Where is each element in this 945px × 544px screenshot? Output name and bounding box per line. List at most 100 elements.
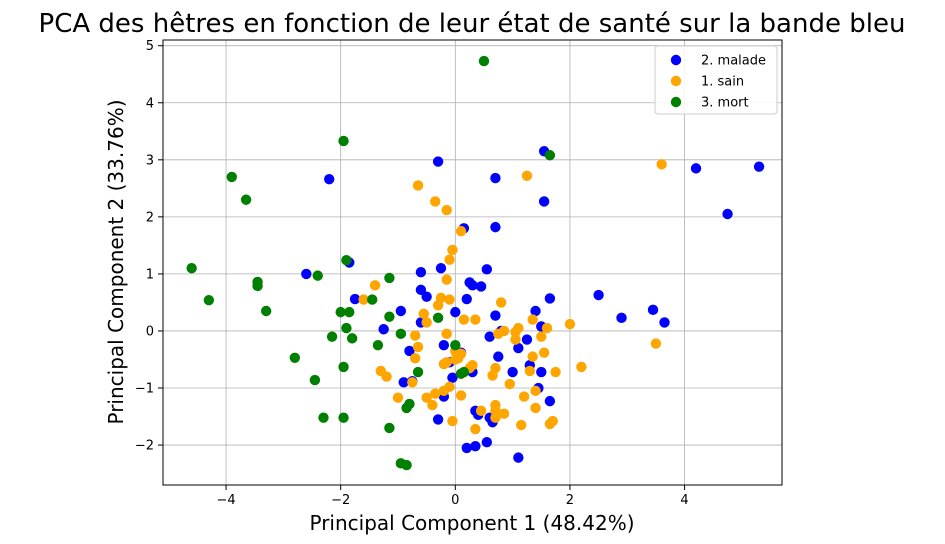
data-point-series-3 [450, 340, 461, 351]
data-point-series-3 [395, 328, 407, 340]
data-point-series-1 [513, 342, 524, 354]
data-point-series-1 [461, 442, 472, 454]
data-point-series-1 [415, 284, 427, 296]
data-point-series-2 [650, 338, 662, 349]
data-point-series-3 [478, 55, 490, 67]
data-point-series-2 [441, 274, 452, 285]
legend-marker-3 [670, 96, 682, 108]
data-point-series-2 [447, 244, 458, 256]
data-point-series-3 [318, 412, 329, 423]
y-tick-label: −1 [135, 382, 154, 397]
x-tick-label: −4 [216, 493, 235, 508]
data-point-series-3 [341, 255, 352, 266]
y-tick-label: 4 [146, 96, 154, 111]
data-point-series-2 [576, 361, 587, 373]
data-point-series-2 [524, 365, 536, 377]
data-point-series-1 [475, 281, 487, 292]
data-point-series-1 [421, 291, 432, 302]
data-point-series-2 [438, 385, 450, 397]
data-point-series-3 [326, 331, 338, 342]
data-point-series-3 [186, 263, 197, 274]
data-point-series-1 [538, 196, 550, 207]
data-point-series-3 [384, 272, 395, 284]
data-point-series-1 [536, 366, 547, 378]
data-point-series-2 [550, 366, 561, 378]
data-point-series-2 [447, 415, 458, 427]
data-point-series-1 [324, 174, 335, 185]
data-point-series-3 [338, 135, 349, 147]
data-point-series-2 [381, 371, 392, 382]
data-point-series-3 [341, 322, 352, 334]
data-point-series-1 [493, 351, 504, 362]
data-point-series-2 [541, 322, 553, 334]
data-point-series-3 [401, 459, 412, 471]
data-point-series-1 [484, 331, 495, 342]
data-point-series-2 [527, 314, 538, 325]
data-point-series-2 [430, 388, 441, 399]
data-point-series-1 [467, 280, 478, 291]
data-point-series-1 [593, 289, 604, 301]
data-point-series-2 [412, 180, 424, 191]
data-point-series-3 [338, 361, 349, 373]
data-point-series-3 [346, 333, 358, 344]
legend-label-2: 1. sain [701, 75, 744, 90]
data-point-series-1 [530, 305, 541, 317]
data-point-series-1 [447, 372, 458, 383]
data-point-series-2 [444, 294, 455, 305]
data-point-series-3 [203, 294, 215, 306]
x-tick-label: 2 [566, 493, 574, 508]
data-point-series-1 [378, 324, 389, 335]
data-point-series-1 [722, 208, 733, 220]
data-point-series-1 [395, 305, 407, 317]
data-point-series-1 [301, 268, 312, 280]
data-point-series-2 [421, 317, 432, 328]
data-point-series-3 [252, 280, 263, 292]
data-point-series-2 [536, 331, 547, 342]
data-point-series-1 [616, 312, 627, 324]
axis-ticks: −4 −2 0 2 4 −2 −1 0 1 2 3 4 5 [135, 39, 689, 508]
data-point-series-2 [438, 358, 450, 370]
data-point-series-2 [493, 328, 504, 340]
data-point-series-1 [398, 377, 409, 388]
data-point-series-3 [384, 311, 395, 322]
x-axis-title: Principal Component 1 (48.42%) [310, 511, 635, 535]
data-point-series-1 [461, 293, 472, 305]
data-point-series-3 [312, 270, 323, 281]
data-point-series-2 [369, 280, 381, 291]
data-point-series-2 [498, 408, 510, 419]
data-point-series-1 [438, 340, 450, 351]
data-point-series-2 [421, 392, 432, 403]
data-point-series-1 [435, 263, 447, 274]
data-point-series-3 [366, 294, 378, 305]
data-point-series-2 [544, 418, 556, 430]
data-point-series-2 [455, 390, 467, 401]
data-point-series-2 [521, 170, 533, 181]
y-tick-label: 0 [146, 324, 154, 339]
legend: 2. malade 1. sain 3. mort [654, 45, 778, 115]
data-point-series-1 [647, 304, 659, 316]
data-point-series-2 [475, 405, 487, 417]
data-point-series-2 [409, 353, 421, 364]
data-point-series-2 [441, 328, 452, 340]
legend-box [654, 45, 778, 115]
x-tick-label: 0 [451, 493, 459, 508]
y-tick-label: 5 [146, 39, 154, 54]
data-point-series-2 [470, 423, 481, 435]
data-point-series-3 [401, 402, 412, 414]
data-point-series-2 [418, 308, 429, 320]
data-point-series-2 [441, 204, 452, 216]
data-point-series-1 [659, 317, 670, 328]
legend-marker-1 [670, 54, 682, 66]
data-point-series-2 [510, 326, 521, 338]
data-point-series-3 [240, 194, 252, 205]
data-point-series-1 [513, 452, 524, 463]
data-point-series-1 [481, 264, 493, 275]
data-point-series-2 [427, 399, 438, 411]
legend-label-1: 2. malade [701, 54, 766, 69]
y-tick-label: −2 [135, 439, 154, 454]
x-tick-label: 4 [680, 493, 688, 508]
data-point-series-1 [349, 293, 361, 305]
data-point-series-2 [516, 419, 527, 431]
data-point-series-2 [527, 351, 538, 362]
